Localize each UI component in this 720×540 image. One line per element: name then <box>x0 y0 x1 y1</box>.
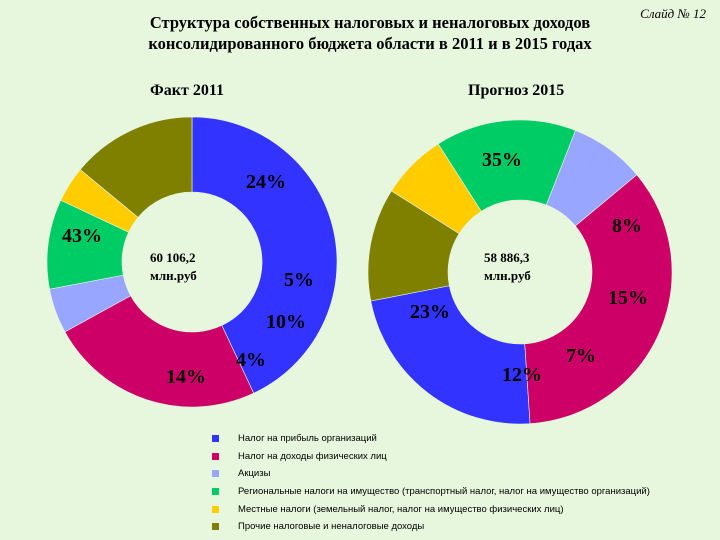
chart-2015-subtitle: Прогноз 2015 <box>468 82 565 99</box>
legend-label: Прочие налоговые и неналоговые доходы <box>238 521 425 533</box>
label-2015-0: 23% <box>410 301 450 323</box>
legend-label: Местные налоги (земельный налог, налог н… <box>238 503 564 515</box>
legend-item: Региональные налоги на имущество (трансп… <box>212 483 650 501</box>
legend-swatch <box>212 523 219 531</box>
legend-swatch <box>212 470 219 478</box>
legend-item: Налог на доходы физических лиц <box>212 448 650 466</box>
label-2011-2: 5% <box>284 269 314 291</box>
slide-number: Слайд № 12 <box>640 6 706 21</box>
legend: Налог на прибыль организаций Налог на дох… <box>212 430 650 536</box>
center-2015-line-2: млн.руб <box>484 268 531 283</box>
legend-item: Прочие налоговые и неналоговые доходы <box>212 518 650 536</box>
label-2011-0: 43% <box>62 225 102 247</box>
center-2015-line-1: 58 886,3 <box>484 250 530 265</box>
slice-2011-1 <box>64 295 255 408</box>
legend-label: Налог на доходы физических лиц <box>238 450 387 462</box>
legend-label: Региональные налоги на имущество (трансп… <box>238 486 650 498</box>
legend-swatch <box>212 505 219 513</box>
legend-label: Налог на прибыль организаций <box>238 433 377 445</box>
chart-2011-subtitle: Факт 2011 <box>150 82 224 99</box>
label-2015-3: 15% <box>608 287 648 309</box>
slice-2015-1 <box>524 174 673 424</box>
legend-item: Налог на прибыль организаций <box>212 430 650 448</box>
legend-item: Акцизы <box>212 465 650 483</box>
label-2011-5: 14% <box>166 366 206 388</box>
center-2011-line-1: 60 106,2 <box>150 250 196 265</box>
legend-label: Акцизы <box>238 468 271 480</box>
label-2015-5: 12% <box>502 364 542 386</box>
title-line-2: консолидированного бюджета области в 201… <box>148 34 592 53</box>
legend-swatch <box>212 452 219 460</box>
center-2011-line-2: млн.руб <box>150 268 197 283</box>
label-2011-4: 4% <box>236 349 266 371</box>
label-2015-1: 35% <box>482 149 522 171</box>
label-2011-1: 24% <box>246 171 286 193</box>
slice-2011-0 <box>191 116 338 394</box>
label-2011-3: 10% <box>266 311 306 333</box>
label-2015-2: 8% <box>612 215 642 237</box>
legend-swatch <box>212 488 219 496</box>
title-line-1: Структура собственных налоговых и ненало… <box>149 13 591 32</box>
label-2015-4: 7% <box>566 345 596 367</box>
slice-2015-5 <box>367 190 460 302</box>
slice-2015-0 <box>370 285 531 425</box>
slice-2011-5 <box>79 116 193 218</box>
page-title: Структура собственных налоговых и ненало… <box>100 12 640 54</box>
legend-swatch <box>212 435 219 443</box>
legend-item: Местные налоги (земельный налог, налог н… <box>212 500 650 518</box>
